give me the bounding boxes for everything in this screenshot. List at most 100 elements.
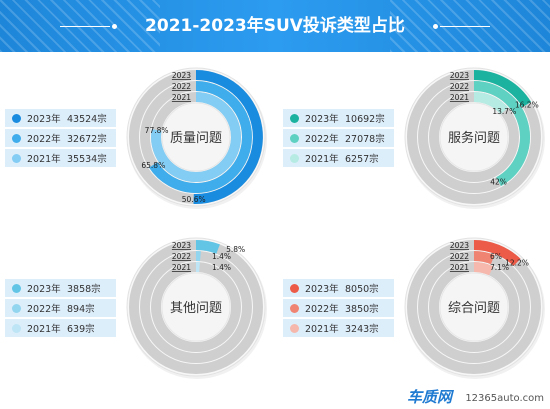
legend-year: 2022年 (27, 134, 61, 145)
legend-swatch (290, 133, 299, 143)
legend-year: 2021年 (305, 154, 339, 165)
panel-quality: 2023年 43524宗 2022年 32672宗 2021年 35534宗 质量问题 202… (0, 60, 272, 230)
header-banner: 2021-2023年SUV投诉类型占比 (0, 0, 550, 52)
legend: 2023年 43524宗 2022年 32672宗 2021年 35534宗 (5, 109, 116, 169)
legend-year: 2023年 (305, 114, 339, 125)
center-label: 其他问题 (170, 301, 222, 316)
ring-year-tag: 2022 (450, 82, 469, 91)
legend-value: 639宗 (67, 324, 95, 335)
ring-arc-2023 (473, 70, 532, 108)
percent-label: 1.4% (212, 252, 231, 261)
donut-center (439, 102, 509, 172)
legend-value: 35534宗 (67, 154, 107, 165)
legend-value: 32672宗 (67, 134, 107, 145)
legend-value: 8050宗 (345, 284, 379, 295)
legend-swatch (12, 303, 21, 313)
legend-value: 3850宗 (345, 304, 379, 315)
donut-chart: 质量问题 2023 2022 2021 50.6% 65.8% 77.8% (126, 67, 267, 209)
donut-center (161, 102, 231, 172)
header-line-right (440, 26, 490, 27)
legend-value: 27078宗 (345, 134, 385, 145)
legend-year: 2023年 (305, 284, 339, 295)
legend-value: 3243宗 (345, 324, 379, 335)
legend-year: 2022年 (305, 304, 339, 315)
percent-label: 13.7% (492, 107, 516, 116)
legend-value: 43524宗 (67, 114, 107, 125)
ring-year-tag: 2022 (172, 252, 191, 261)
legend-item: 2021年 6257宗 (283, 149, 394, 167)
legend-item: 2021年 3243宗 (283, 319, 394, 337)
legend: 2023年 3858宗 2022年 894宗 2021年 639宗 (5, 279, 116, 339)
legend-item: 2022年 3850宗 (283, 299, 394, 317)
header-line-left (60, 26, 110, 27)
percent-label: 6% (490, 252, 502, 261)
legend-item: 2023年 3858宗 (5, 279, 116, 297)
legend-item: 2022年 894宗 (5, 299, 116, 317)
legend-swatch (12, 323, 21, 333)
footer-logo: 车质网 (406, 388, 452, 406)
ring-year-tag: 2021 (450, 263, 469, 272)
legend-year: 2021年 (305, 324, 339, 335)
legend-item: 2023年 8050宗 (283, 279, 394, 297)
ring-arc-2023 (473, 240, 521, 267)
ring-year-tag: 2021 (172, 93, 191, 102)
legend-year: 2021年 (27, 324, 61, 335)
donut-chart: 综合问题 2023 2022 2021 12.2%6% 7.1% (404, 237, 545, 379)
donut-center (161, 272, 231, 342)
ring-year-tag: 2022 (172, 82, 191, 91)
panel-service: 2023年 10692宗 2022年 27078宗 2021年 6257宗 服务问题 2023… (278, 60, 550, 230)
legend-item: 2023年 43524宗 (5, 109, 116, 127)
legend-swatch (290, 283, 299, 293)
panel-other: 2023年 3858宗 2022年 894宗 2021年 639宗 其他问题 2023 2022… (0, 230, 272, 400)
legend: 2023年 8050宗 2022年 3850宗 2021年 3243宗 (283, 279, 394, 339)
ring-arc-2021 (473, 92, 509, 115)
legend-item: 2023年 10692宗 (283, 109, 394, 127)
legend-swatch (12, 283, 21, 293)
percent-label: 12.2% (505, 258, 529, 267)
percent-label: 65.8% (141, 161, 165, 170)
legend-value: 6257宗 (345, 154, 379, 165)
ring-arc-2021 (473, 261, 494, 276)
donut-center (439, 272, 509, 342)
percent-label: 16.2% (515, 100, 539, 109)
chart-title: 2021-2023年SUV投诉类型占比 (145, 16, 405, 36)
center-label: 质量问题 (170, 131, 222, 146)
ring-arc-2023 (193, 70, 263, 204)
ring-year-tag: 2021 (172, 263, 191, 272)
ring-arc-2021 (151, 92, 241, 182)
legend-year: 2022年 (27, 304, 61, 315)
panel-comprehensive: 2023年 8050宗 2022年 3850宗 2021年 3243宗 综合问题 2023 20… (278, 230, 550, 400)
ring-year-tag: 2023 (450, 71, 469, 80)
ring-arc-2022 (473, 81, 530, 187)
legend-value: 10692宗 (345, 114, 385, 125)
legend-year: 2021年 (27, 154, 61, 165)
percent-label: 77.8% (145, 126, 169, 135)
legend-value: 894宗 (67, 304, 95, 315)
legend-year: 2022年 (305, 134, 339, 145)
legend-swatch (12, 113, 21, 123)
percent-label: 5.8% (226, 245, 245, 254)
legend-year: 2023年 (27, 284, 61, 295)
footer: 车质网 12365auto.com (0, 387, 550, 409)
ring-year-tag: 2023 (172, 241, 191, 250)
percent-label: 7.1% (490, 263, 509, 272)
ring-year-tag: 2023 (172, 71, 191, 80)
legend-swatch (290, 153, 299, 163)
legend-swatch (290, 113, 299, 123)
legend-swatch (12, 133, 21, 143)
legend-item: 2021年 35534宗 (5, 149, 116, 167)
legend-swatch (290, 303, 299, 313)
legend-item: 2022年 32672宗 (5, 129, 116, 147)
percent-label: 50.6% (182, 195, 206, 204)
legend-swatch (12, 153, 21, 163)
donut-chart: 服务问题 2023 2022 2021 16.2% 42% 13.7% (404, 67, 545, 209)
ring-arc-2023 (195, 240, 220, 254)
header-dot-right (433, 24, 438, 29)
ring-year-tag: 2022 (450, 252, 469, 261)
legend-swatch (290, 323, 299, 333)
percent-label: 1.4% (212, 263, 231, 272)
legend: 2023年 10692宗 2022年 27078宗 2021年 6257宗 (283, 109, 394, 169)
legend-item: 2022年 27078宗 (283, 129, 394, 147)
center-label: 服务问题 (448, 130, 500, 146)
